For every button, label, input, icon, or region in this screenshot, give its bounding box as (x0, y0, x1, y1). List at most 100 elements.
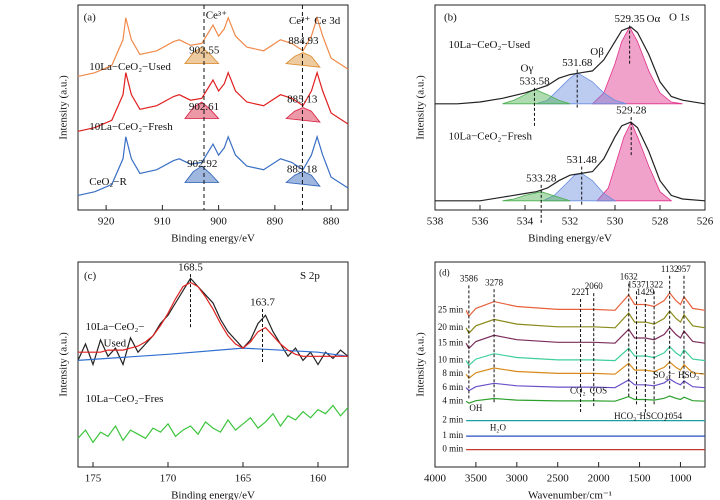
x-tick-label: 2500 (547, 473, 570, 485)
annotation: Oγ (521, 63, 534, 75)
annotation: Oβ (590, 46, 604, 58)
annotation: 10La−CeO₂−Fres (86, 393, 164, 405)
annotation: 1054 (664, 411, 683, 421)
peak-label: 533.28 (526, 172, 557, 184)
annotation: Ce³⁺ (289, 15, 311, 27)
annotation: HSCO₂⁻ (640, 411, 672, 421)
spectrum-line (78, 281, 348, 357)
fit-component (285, 171, 321, 187)
peak-label: 884.93 (288, 35, 319, 47)
annotation: OH (469, 403, 482, 413)
annotation: 10La−CeO₂−Used (449, 39, 531, 51)
annotation: HCO₃⁻ (614, 411, 641, 421)
peak-label: 1537 (628, 279, 647, 289)
spectrum-name: 2 min (442, 415, 463, 425)
annotation: (a) (84, 11, 97, 23)
x-tick-label: 175 (85, 473, 102, 485)
peak-label: 1429 (636, 287, 655, 297)
y-axis-label: Intensity (a.u.) (58, 75, 70, 140)
spectrum-name: 8 min (442, 368, 463, 378)
plot-frame (77, 4, 349, 211)
spectrum-line (77, 70, 349, 132)
annotation: Used (104, 338, 127, 350)
peak-label: 957 (677, 264, 691, 274)
peak-label: 3586 (460, 273, 479, 283)
annotation: CO₂ (570, 386, 586, 396)
x-tick-label: 538 (427, 216, 444, 228)
x-axis-label: Binding energy/eV (171, 233, 255, 245)
x-tick-label: 526 (697, 216, 714, 228)
spectrum-line (465, 345, 706, 367)
peak-label: 885.18 (287, 163, 318, 175)
fit-component (184, 101, 220, 119)
annotation: H₂O (490, 422, 507, 432)
spectrum-line (435, 26, 706, 105)
spectrum-name: 10 min (438, 355, 464, 365)
x-tick-label: 2000 (588, 473, 611, 485)
annotation: COS (590, 386, 608, 396)
fit-component (184, 46, 220, 64)
spectrum-line (77, 404, 349, 444)
spectrum-line (465, 378, 706, 392)
peak-label: 1632 (620, 272, 638, 282)
fit-component (596, 121, 673, 202)
peak-label: 2221 (572, 287, 590, 297)
x-axis-label: Wavenumber/cm⁻¹ (528, 490, 612, 500)
annotation: 10La−CeO₂−Fresh (89, 121, 173, 133)
spectrum-line (77, 134, 349, 196)
x-tick-label: 534 (517, 216, 534, 228)
peak-label: 902.92 (187, 158, 217, 170)
x-axis-label: Binding energy/eV (171, 490, 255, 500)
fit-component (502, 88, 571, 105)
x-tick-label: 3000 (506, 473, 529, 485)
x-tick-label: 900 (210, 216, 227, 228)
annotation: S 2p (300, 270, 320, 282)
annotation: 10La−CeO₂−Used (89, 61, 171, 73)
peak-label: 1132 (661, 264, 679, 274)
x-tick-label: 532 (562, 216, 579, 228)
y-axis-label: Intensity (a.u.) (415, 332, 427, 397)
spectrum-name: 20 min (438, 322, 464, 332)
peak-label: 885.13 (287, 94, 318, 106)
spectrum-line (77, 15, 349, 77)
x-tick-label: 536 (472, 216, 489, 228)
spectrum-name: 0 min (442, 444, 463, 454)
peak-label: 529.28 (616, 105, 647, 117)
spectrum-line (77, 277, 349, 367)
peak-label: 531.48 (567, 154, 598, 166)
fit-component (184, 165, 220, 183)
x-tick-label: 4000 (424, 473, 447, 485)
plot-frame (77, 261, 349, 468)
x-tick-label: 160 (310, 473, 327, 485)
x-tick-label: 920 (98, 216, 115, 228)
spectrum-line (435, 121, 706, 202)
annotation: (b) (444, 11, 457, 23)
annotation: (c) (84, 270, 97, 282)
peak-label: 2060 (585, 281, 604, 291)
x-tick-label: 880 (323, 216, 340, 228)
peak-label: 3278 (485, 277, 504, 287)
x-axis-label: Binding energy/eV (528, 233, 612, 245)
fit-component (591, 26, 683, 105)
peak-label: 163.7 (250, 297, 275, 309)
peak-label: 529.35 (615, 13, 646, 25)
spectrum-name: 4 min (442, 395, 463, 405)
spectrum-line (465, 361, 706, 380)
annotation: SO₄²⁻ (653, 370, 675, 380)
x-tick-label: 170 (160, 473, 177, 485)
spectrum-name: 15 min (438, 337, 464, 347)
fit-component (285, 107, 321, 123)
annotation: CeO₂−R (89, 176, 127, 188)
x-tick-label: 165 (235, 473, 252, 485)
x-tick-label: 1000 (669, 473, 692, 485)
annotation: O 1s (669, 11, 689, 23)
annotation: 10La−CeO₂−Fresh (449, 130, 533, 142)
y-axis-label: Intensity (a.u.) (415, 75, 427, 140)
annotation: Oα (647, 13, 661, 25)
annotation: HSO₃⁻ (678, 370, 704, 380)
spectrum-name: 25 min (438, 304, 464, 314)
spectrum-line (465, 395, 706, 404)
peak-label: 1322 (645, 279, 663, 289)
annotation: Ce 3d (314, 15, 340, 27)
x-tick-label: 528 (652, 216, 669, 228)
